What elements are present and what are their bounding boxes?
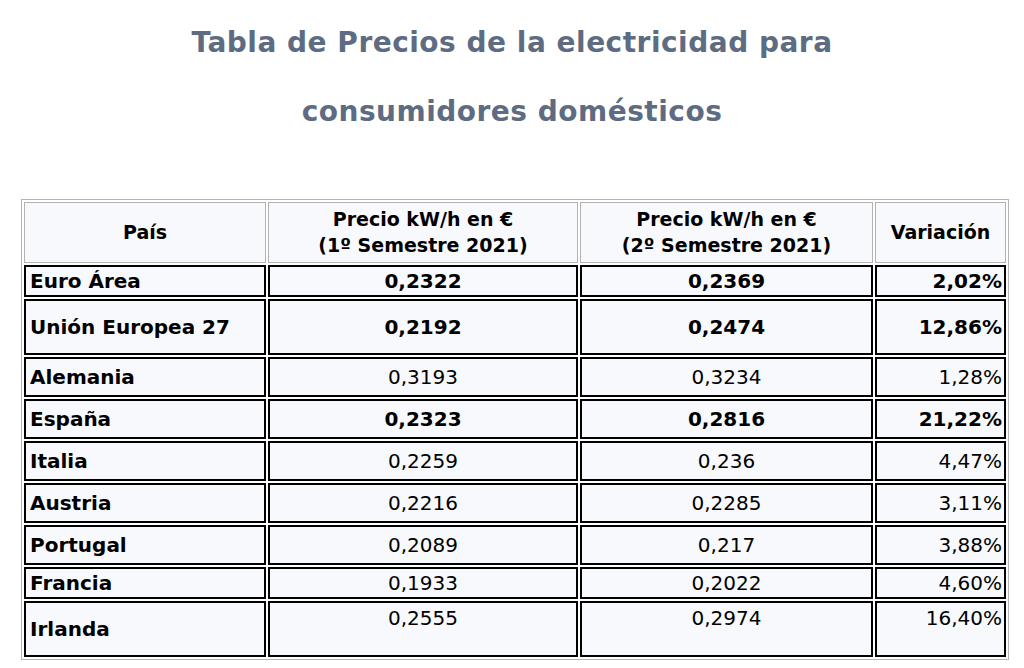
table-row-portugal: Portugal 0,2089 0,217 3,88% [24, 525, 1006, 565]
country-cell: Euro Área [24, 265, 266, 297]
price-s2-cell: 0,236 [580, 441, 873, 481]
variation-cell: 12,86% [875, 299, 1006, 355]
price-s2-cell: 0,2022 [580, 567, 873, 599]
table-row-austria: Austria 0,2216 0,2285 3,11% [24, 483, 1006, 523]
variation-cell: 1,28% [875, 357, 1006, 397]
header-sem1-line1: Precio kW/h en € [333, 208, 514, 230]
variation-cell: 2,02% [875, 265, 1006, 297]
electricity-price-table: País Precio kW/h en € (1º Semestre 2021)… [21, 199, 1009, 660]
price-s2-cell: 0,2474 [580, 299, 873, 355]
price-s2-cell: 0,2974 [580, 601, 873, 657]
price-s1-cell: 0,2089 [268, 525, 578, 565]
price-s1-cell: 0,2323 [268, 399, 578, 439]
country-cell: Francia [24, 567, 266, 599]
header-sem2-line2: (2º Semestre 2021) [622, 234, 831, 256]
header-sem1-line2: (1º Semestre 2021) [318, 234, 527, 256]
header-sem2: Precio kW/h en € (2º Semestre 2021) [580, 202, 873, 263]
table-row-irlanda: Irlanda 0,2555 0,2974 16,40% [24, 601, 1006, 657]
country-cell: Unión Europea 27 [24, 299, 266, 355]
variation-cell: 4,47% [875, 441, 1006, 481]
variation-cell: 3,11% [875, 483, 1006, 523]
page-title-line1: Tabla de Precios de la electricidad para [0, 26, 1024, 59]
price-s1-cell: 0,2259 [268, 441, 578, 481]
price-s1-cell: 0,2555 [268, 601, 578, 657]
header-sem2-line1: Precio kW/h en € [636, 208, 817, 230]
page-title: Tabla de Precios de la electricidad para… [0, 26, 1024, 128]
price-s2-cell: 0,2369 [580, 265, 873, 297]
price-s1-cell: 0,1933 [268, 567, 578, 599]
country-cell: Portugal [24, 525, 266, 565]
header-variation: Variación [875, 202, 1006, 263]
table-row-italia: Italia 0,2259 0,236 4,47% [24, 441, 1006, 481]
country-cell: Austria [24, 483, 266, 523]
price-s1-cell: 0,2192 [268, 299, 578, 355]
price-s2-cell: 0,2285 [580, 483, 873, 523]
table-row-union-europea: Unión Europea 27 0,2192 0,2474 12,86% [24, 299, 1006, 355]
variation-cell: 21,22% [875, 399, 1006, 439]
price-s1-cell: 0,2216 [268, 483, 578, 523]
page-title-line2: consumidores domésticos [0, 95, 1024, 128]
country-cell: Alemania [24, 357, 266, 397]
price-s1-cell: 0,3193 [268, 357, 578, 397]
price-s2-cell: 0,3234 [580, 357, 873, 397]
country-cell: Irlanda [24, 601, 266, 657]
price-s2-cell: 0,2816 [580, 399, 873, 439]
table-row-francia: Francia 0,1933 0,2022 4,60% [24, 567, 1006, 599]
table-row-alemania: Alemania 0,3193 0,3234 1,28% [24, 357, 1006, 397]
table-row-espana: España 0,2323 0,2816 21,22% [24, 399, 1006, 439]
table-row-euro-area: Euro Área 0,2322 0,2369 2,02% [24, 265, 1006, 297]
page: Tabla de Precios de la electricidad para… [0, 0, 1024, 668]
table-header-row: País Precio kW/h en € (1º Semestre 2021)… [24, 202, 1006, 263]
country-cell: España [24, 399, 266, 439]
header-sem1: Precio kW/h en € (1º Semestre 2021) [268, 202, 578, 263]
variation-cell: 3,88% [875, 525, 1006, 565]
price-s1-cell: 0,2322 [268, 265, 578, 297]
variation-cell: 4,60% [875, 567, 1006, 599]
variation-cell: 16,40% [875, 601, 1006, 657]
price-s2-cell: 0,217 [580, 525, 873, 565]
country-cell: Italia [24, 441, 266, 481]
header-country: País [24, 202, 266, 263]
